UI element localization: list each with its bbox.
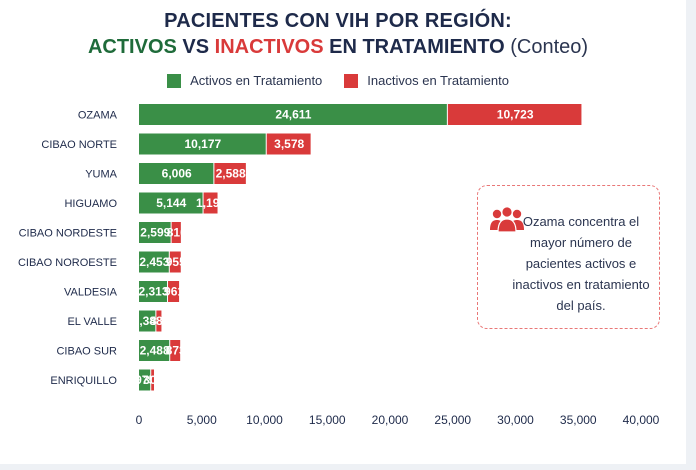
data-label-activos-ozama: 24,611 bbox=[275, 108, 311, 122]
title-en-tratamiento: EN TRATAMIENTO bbox=[323, 36, 505, 58]
x-tick-label-25000: 25,000 bbox=[434, 413, 471, 427]
chart-title-line2: ACTIVOS VS INACTIVOS EN TRATAMIENTO (Con… bbox=[0, 36, 676, 59]
category-label-cibao-nordeste: CIBAO NORDESTE bbox=[19, 228, 117, 240]
data-label-activos-el-valle: 1,383 bbox=[133, 314, 163, 328]
bar-activos-cibao-sur bbox=[139, 340, 170, 361]
people-group-icon bbox=[490, 206, 524, 233]
legend-swatch-activos bbox=[167, 73, 182, 88]
data-label-activos-cibao-norte: 10,177 bbox=[185, 137, 222, 151]
title-inactivos: INACTIVOS bbox=[214, 36, 324, 58]
data-label-inactivos-cibao-nordeste: 816 bbox=[167, 226, 187, 240]
category-label-el-valle: EL VALLE bbox=[67, 316, 117, 328]
bar-inactivos-yuma bbox=[214, 163, 246, 184]
x-tick-label-10000: 10,000 bbox=[246, 413, 283, 427]
title-vs: VS bbox=[176, 36, 215, 58]
bar-inactivos-cibao-norte bbox=[266, 133, 311, 155]
category-label-cibao-norte: CIBAO NORTE bbox=[41, 139, 117, 151]
x-tick-label-15000: 15,000 bbox=[309, 413, 346, 427]
data-label-activos-yuma: 6,006 bbox=[162, 167, 192, 181]
bar-activos-yuma bbox=[139, 163, 214, 184]
data-label-inactivos-cibao-noroeste: 955 bbox=[166, 255, 186, 269]
category-label-ozama: OZAMA bbox=[78, 110, 118, 122]
x-tick-label-30000: 30,000 bbox=[497, 413, 534, 427]
bar-inactivos-cibao-noroeste bbox=[169, 251, 181, 273]
data-label-activos-cibao-sur: 2,488 bbox=[140, 344, 170, 358]
chart-legend: Activos en Tratamiento Inactivos en Trat… bbox=[0, 73, 676, 88]
bar-inactivos-higuamo bbox=[203, 192, 218, 214]
title-activos: ACTIVOS bbox=[87, 36, 177, 58]
bar-inactivos-valdesia bbox=[168, 281, 180, 302]
legend-label-inactivos: Inactivos en Tratamiento bbox=[367, 73, 509, 88]
category-label-yuma: YUMA bbox=[85, 169, 117, 181]
callout-box: Ozama concentra el mayor número de pacie… bbox=[477, 185, 660, 329]
data-label-inactivos-cibao-norte: 3,578 bbox=[274, 137, 304, 151]
callout-text: Ozama concentra el mayor número de pacie… bbox=[512, 214, 650, 313]
x-tick-label-0: 0 bbox=[136, 413, 143, 427]
bar-activos-cibao-noroeste bbox=[139, 251, 169, 273]
data-label-inactivos-ozama: 10,723 bbox=[497, 108, 534, 122]
category-label-valdesia: VALDESIA bbox=[64, 287, 118, 299]
bar-inactivos-enriquillo bbox=[151, 369, 155, 391]
data-label-inactivos-higuamo: 1,193 bbox=[196, 196, 226, 210]
data-label-inactivos-valdesia: 961 bbox=[164, 285, 184, 299]
bar-activos-enriquillo bbox=[139, 369, 151, 391]
legend-label-activos: Activos en Tratamiento bbox=[190, 73, 323, 88]
legend-item-inactivos: Inactivos en Tratamiento bbox=[344, 73, 509, 88]
bar-inactivos-cibao-nordeste bbox=[171, 222, 181, 243]
legend-item-activos: Activos en Tratamiento bbox=[167, 73, 322, 88]
data-label-activos-cibao-noroeste: 2,453 bbox=[139, 255, 169, 269]
bar-activos-ozama bbox=[139, 104, 447, 125]
data-label-activos-higuamo: 5,144 bbox=[156, 196, 186, 210]
chart-title-line1: PACIENTES CON VIH POR REGIÓN: bbox=[164, 10, 512, 32]
category-label-enriquillo: ENRIQUILLO bbox=[50, 375, 117, 387]
category-label-cibao-sur: CIBAO SUR bbox=[56, 346, 117, 358]
category-label-cibao-noroeste: CIBAO NOROESTE bbox=[18, 257, 117, 269]
data-label-inactivos-yuma: 2,588 bbox=[216, 167, 246, 181]
data-label-inactivos-el-valle: 484 bbox=[149, 314, 169, 328]
x-tick-label-5000: 5,000 bbox=[187, 413, 217, 427]
data-label-inactivos-enriquillo: 300 bbox=[143, 373, 163, 387]
data-label-activos-valdesia: 2,313 bbox=[138, 285, 168, 299]
data-label-activos-cibao-nordeste: 2,599 bbox=[140, 226, 170, 240]
x-tick-label-40000: 40,000 bbox=[623, 413, 660, 427]
bar-activos-cibao-nordeste bbox=[139, 222, 171, 243]
data-label-activos-enriquillo: 975 bbox=[135, 373, 155, 387]
bar-inactivos-cibao-sur bbox=[170, 340, 181, 361]
x-tick-label-35000: 35,000 bbox=[560, 413, 597, 427]
legend-swatch-inactivos bbox=[344, 73, 359, 88]
bar-inactivos-ozama bbox=[447, 104, 582, 125]
category-label-higuamo: HIGUAMO bbox=[64, 198, 117, 210]
bar-activos-higuamo bbox=[139, 192, 203, 214]
x-tick-label-20000: 20,000 bbox=[372, 413, 409, 427]
title-conteo: (Conteo) bbox=[504, 36, 589, 58]
bar-inactivos-el-valle bbox=[156, 310, 162, 332]
bar-activos-el-valle bbox=[139, 310, 156, 332]
bar-activos-cibao-norte bbox=[139, 133, 266, 155]
data-label-inactivos-cibao-sur: 873 bbox=[166, 344, 186, 358]
bar-activos-valdesia bbox=[139, 281, 168, 302]
